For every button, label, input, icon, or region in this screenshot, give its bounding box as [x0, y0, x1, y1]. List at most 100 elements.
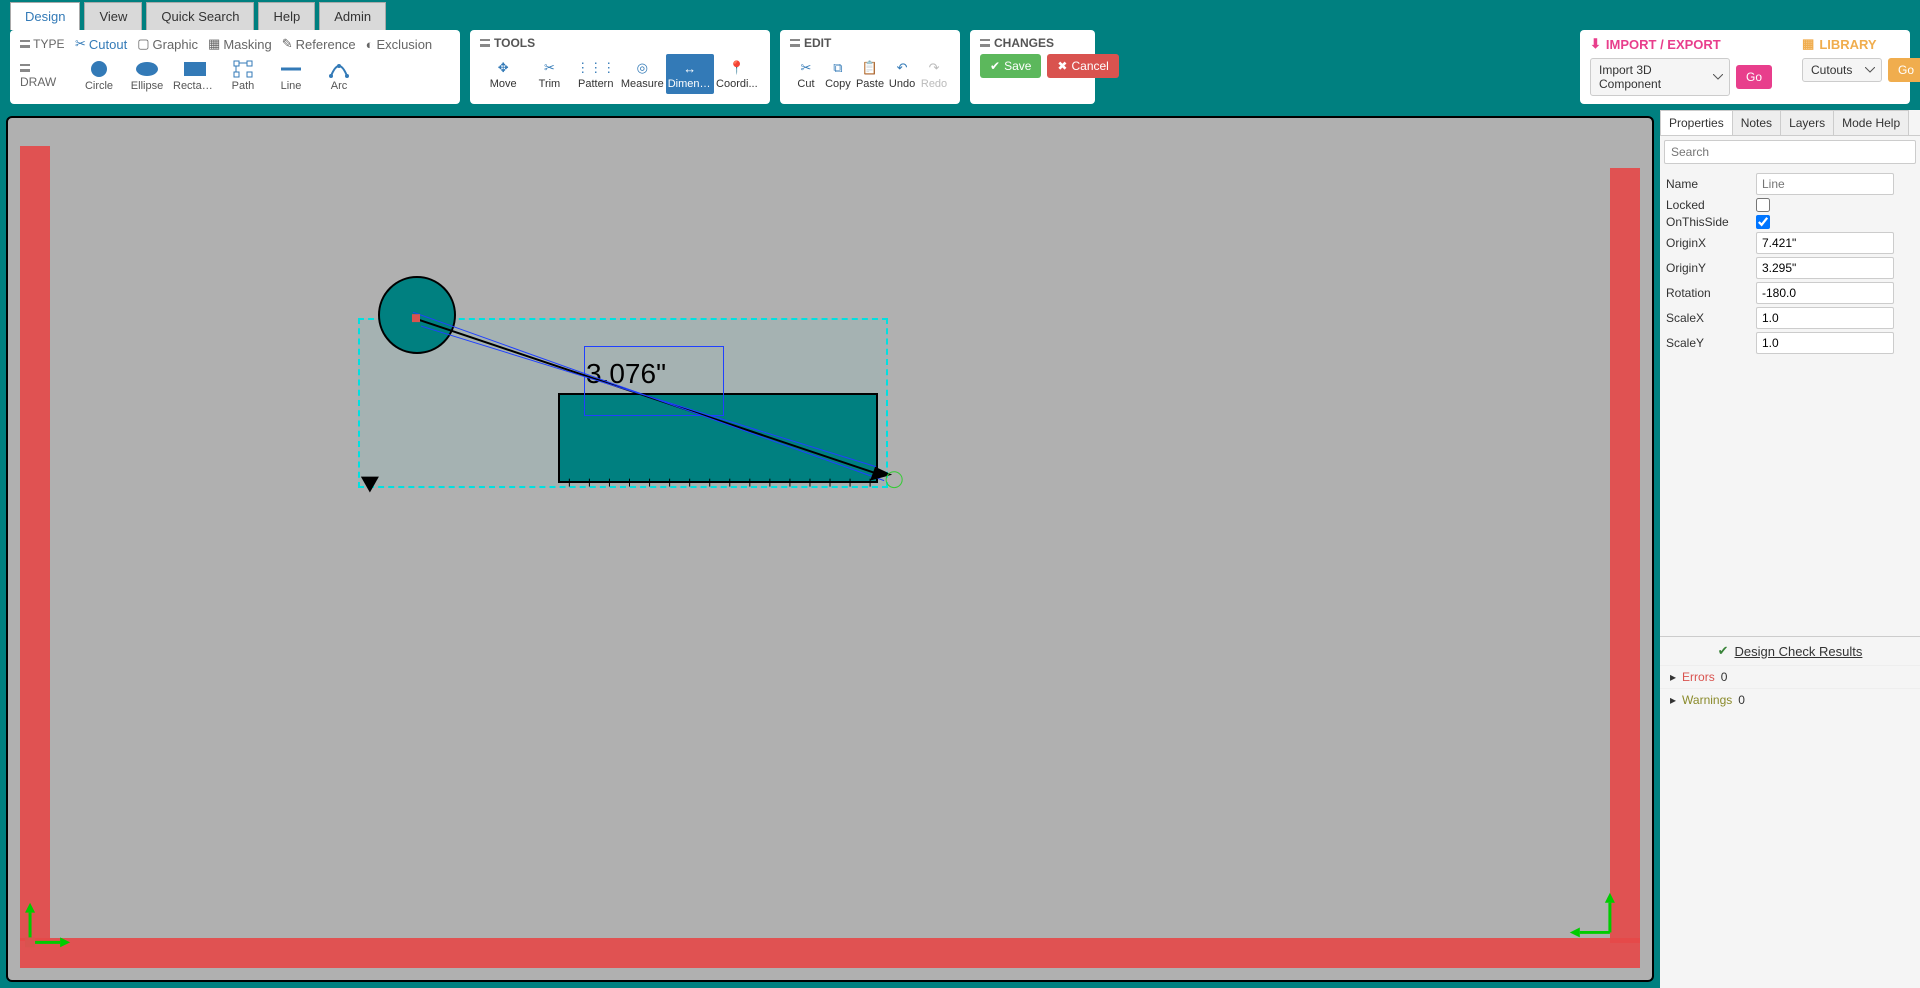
tab-admin[interactable]: Admin [319, 2, 386, 30]
cut-icon: ✂ [792, 58, 820, 78]
scissors-icon: ✂ [75, 36, 86, 52]
design-check-results[interactable]: ✔ Design Check Results [1660, 636, 1920, 665]
edit-paste[interactable]: 📋Paste [854, 54, 886, 94]
import-export-header: ⬇IMPORT / EXPORT [1590, 36, 1772, 52]
tab-quick-search[interactable]: Quick Search [146, 2, 254, 30]
paste-icon: 📋 [856, 58, 884, 78]
tab-design[interactable]: Design [10, 2, 80, 30]
edit-redo[interactable]: ↷Redo [918, 54, 950, 94]
type-exclusion[interactable]: ◐Exclusion [366, 37, 433, 52]
design-canvas[interactable]: 3.076" [6, 116, 1654, 982]
library-select[interactable]: Cutouts [1802, 58, 1882, 82]
changes-header: CHANGES [980, 36, 1085, 50]
import-select[interactable]: Import 3D Component [1590, 58, 1730, 96]
side-tab-mode-help[interactable]: Mode Help [1833, 110, 1909, 135]
draw-arc[interactable]: Arc [315, 56, 363, 94]
type-reference[interactable]: ✎Reference [282, 36, 356, 52]
dcr-title[interactable]: Design Check Results [1735, 644, 1863, 659]
ribbon: TYPE ✂Cutout ▢Graphic ▦Masking ✎Referenc… [0, 30, 1920, 110]
ellipse-icon [125, 58, 169, 80]
prop-name-input[interactable] [1756, 173, 1894, 195]
prop-locked-check[interactable] [1756, 198, 1770, 212]
undo-icon: ↶ [888, 58, 916, 78]
red-frame-right [1610, 168, 1640, 943]
canvas-overlay [8, 118, 1652, 980]
pattern-icon: ⋮⋮⋮ [575, 58, 617, 78]
type-label: TYPE [20, 37, 65, 51]
tool-dimension[interactable]: ↔Dimens... [666, 54, 714, 94]
side-tabs: Properties Notes Layers Mode Help [1660, 110, 1920, 136]
tab-view[interactable]: View [84, 2, 142, 30]
image-icon: ▢ [137, 36, 149, 52]
prop-rotation-label: Rotation [1666, 286, 1756, 300]
caret-right-icon: ▸ [1670, 693, 1676, 707]
side-tab-properties[interactable]: Properties [1660, 110, 1733, 135]
reference-icon: ✎ [282, 36, 293, 52]
check-circle-icon: ✔ [1718, 643, 1729, 659]
pin-icon: 📍 [716, 58, 758, 78]
prop-originx-label: OriginX [1666, 236, 1756, 250]
tool-move[interactable]: ✥Move [480, 54, 526, 94]
rectangle-icon [173, 58, 217, 80]
exclusion-icon: ◐ [366, 37, 374, 52]
arc-icon [317, 58, 361, 80]
prop-onthisside-label: OnThisSide [1666, 215, 1756, 229]
prop-originx-input[interactable] [1756, 232, 1894, 254]
draw-line[interactable]: Line [267, 56, 315, 94]
tool-measure[interactable]: ◎Measure [619, 54, 666, 94]
redo-icon: ↷ [920, 58, 948, 78]
prop-originy-label: OriginY [1666, 261, 1756, 275]
library-go-button[interactable]: Go [1888, 58, 1920, 82]
search-input[interactable] [1664, 140, 1916, 164]
draw-path[interactable]: Path [219, 56, 267, 94]
library-header: ▦LIBRARY [1802, 36, 1920, 52]
caret-right-icon: ▸ [1670, 670, 1676, 684]
prop-scaley-label: ScaleY [1666, 336, 1756, 350]
ribbon-edit: EDIT ✂Cut ⧉Copy 📋Paste ↶Undo ↷Redo [780, 30, 960, 104]
edit-undo[interactable]: ↶Undo [886, 54, 918, 94]
red-frame-bottom [20, 938, 1640, 968]
main: 3.076" [0, 110, 1920, 988]
draw-ellipse[interactable]: Ellipse [123, 56, 171, 94]
copy-icon: ⧉ [824, 58, 852, 78]
download-icon: ⬇ [1590, 36, 1601, 52]
save-button[interactable]: ✔Save [980, 54, 1041, 78]
line-icon [269, 58, 313, 80]
prop-scaley-input[interactable] [1756, 332, 1894, 354]
edit-copy[interactable]: ⧉Copy [822, 54, 854, 94]
tools-header: TOOLS [480, 36, 760, 50]
prop-scalex-input[interactable] [1756, 307, 1894, 329]
shape-circle[interactable] [378, 276, 456, 354]
dcr-errors-row[interactable]: ▸Errors0 [1660, 665, 1920, 688]
edit-header: EDIT [790, 36, 950, 50]
draw-circle[interactable]: Circle [75, 56, 123, 94]
close-icon: ✖ [1057, 59, 1067, 73]
edit-cut[interactable]: ✂Cut [790, 54, 822, 94]
prop-scalex-label: ScaleX [1666, 311, 1756, 325]
dcr-warnings-row[interactable]: ▸Warnings0 [1660, 688, 1920, 711]
circle-icon [77, 58, 121, 80]
type-masking[interactable]: ▦Masking [208, 36, 272, 52]
side-panel: Properties Notes Layers Mode Help Name L… [1660, 110, 1920, 988]
prop-originy-input[interactable] [1756, 257, 1894, 279]
type-cutout[interactable]: ✂Cutout [75, 36, 127, 52]
canvas-wrap: 3.076" [0, 110, 1660, 988]
tool-coordinates[interactable]: 📍Coordi... [714, 54, 760, 94]
prop-onthisside-check[interactable] [1756, 215, 1770, 229]
prop-rotation-input[interactable] [1756, 282, 1894, 304]
top-tabs: Design View Quick Search Help Admin [0, 0, 1920, 30]
side-tab-layers[interactable]: Layers [1780, 110, 1834, 135]
prop-name-label: Name [1666, 177, 1756, 191]
tool-pattern[interactable]: ⋮⋮⋮Pattern [573, 54, 619, 94]
side-tab-notes[interactable]: Notes [1732, 110, 1781, 135]
import-go-button[interactable]: Go [1736, 65, 1772, 89]
measure-icon: ◎ [621, 58, 664, 78]
mask-icon: ▦ [208, 36, 220, 52]
type-graphic[interactable]: ▢Graphic [137, 36, 198, 52]
draw-rectangle[interactable]: Rectan... [171, 56, 219, 94]
tab-help[interactable]: Help [258, 2, 315, 30]
ribbon-import-library: ⬇IMPORT / EXPORT Import 3D Component Go … [1580, 30, 1910, 104]
tool-trim[interactable]: ✂Trim [526, 54, 572, 94]
dimension-icon: ↔ [668, 58, 712, 78]
dimension-label: 3.076" [586, 358, 666, 390]
